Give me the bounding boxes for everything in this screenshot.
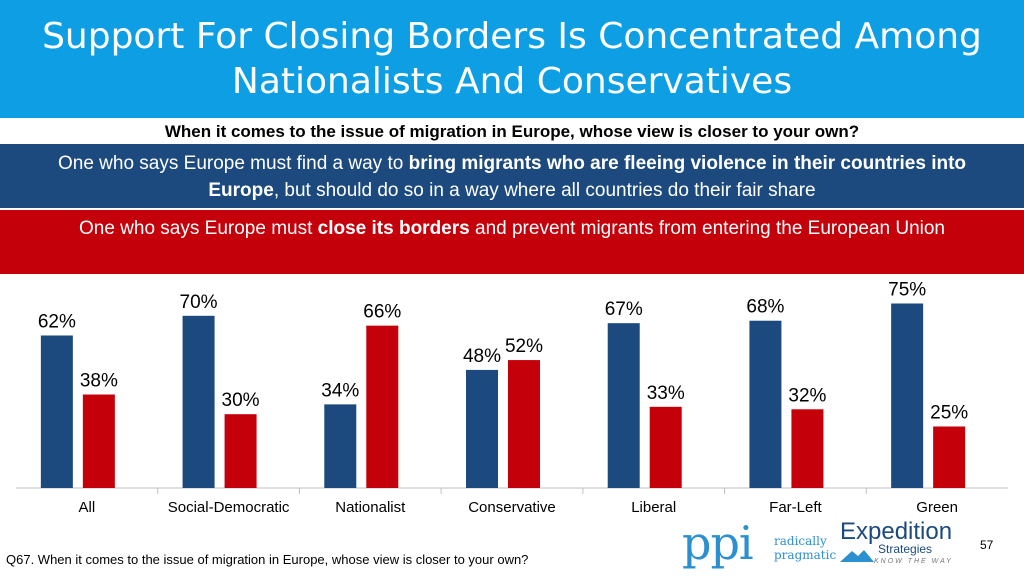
option-close-borders-post: and prevent migrants from entering the E…: [469, 218, 945, 239]
bar-close-borders-1: [224, 414, 257, 488]
option-close-borders-pre: One who says Europe must: [78, 218, 318, 239]
bar-close-borders-6: [933, 426, 966, 488]
bar-chart: 62% 38% All 70% 30% Social-Democratic 34% 66% Na…: [16, 280, 1008, 516]
data-label-bring-migrants-6: 75%: [888, 280, 926, 301]
expedition-strategies-logo: Expedition Strategies KNOW THE WAY: [838, 518, 978, 572]
x-tick-label-3: Conservative: [468, 499, 556, 516]
data-label-bring-migrants-0: 62%: [38, 311, 76, 332]
option-bring-migrants-pre: One who says Europe must find a way to: [57, 153, 409, 174]
expedition-logo-name: Expedition: [840, 518, 953, 545]
ppi-logo: ppi radically pragmatic: [682, 516, 836, 572]
x-tick-label-6: Green: [916, 499, 958, 516]
bar-close-borders-3: [508, 360, 540, 488]
x-tick-label-1: Social-Democratic: [168, 499, 290, 516]
data-label-close-borders-6: 25%: [930, 403, 968, 424]
footnote: Q67. When it comes to the issue of migra…: [6, 552, 529, 567]
title-line-2: Nationalists And Conservatives: [231, 61, 793, 102]
expedition-logo-sub: Strategies: [878, 542, 933, 556]
data-label-bring-migrants-1: 70%: [180, 292, 218, 313]
option-bring-migrants: One who says Europe must find a way to b…: [0, 144, 1024, 208]
bar-bring-migrants-3: [466, 369, 498, 488]
title-bar: Support For Closing Borders Is Concentra…: [0, 0, 1024, 118]
expedition-logo-tagline: KNOW THE WAY: [874, 558, 953, 565]
data-label-close-borders-2: 66%: [363, 302, 401, 323]
x-tick-label-4: Liberal: [631, 499, 676, 516]
ppi-tagline-2: pragmatic: [774, 548, 837, 562]
option-close-borders-bold: close its borders: [317, 218, 470, 239]
option-close-borders: One who says Europe must close its borde…: [0, 210, 1024, 274]
ppi-tagline-1: radically: [774, 534, 827, 548]
x-tick-label-2: Nationalist: [335, 499, 406, 516]
x-tick-label-5: Far-Left: [769, 499, 822, 516]
data-label-bring-migrants-5: 68%: [746, 297, 784, 318]
data-label-close-borders-0: 38%: [80, 371, 118, 392]
option-bring-migrants-bold: bring migrants who are fleeing violence …: [208, 153, 967, 201]
data-label-close-borders-5: 32%: [788, 385, 826, 406]
bar-close-borders-5: [791, 409, 824, 488]
data-label-close-borders-4: 33%: [647, 383, 685, 404]
bar-close-borders-0: [82, 394, 115, 488]
x-tick-label-0: All: [79, 499, 96, 516]
data-label-bring-migrants-4: 67%: [605, 299, 643, 320]
option-bring-migrants-post: , but should do so in a way where all co…: [273, 180, 816, 201]
data-label-close-borders-1: 30%: [222, 390, 260, 411]
bar-close-borders-2: [366, 325, 399, 488]
title-line-1: Support For Closing Borders Is Concentra…: [42, 16, 982, 57]
page-title: Support For Closing Borders Is Concentra…: [0, 14, 1024, 104]
bar-bring-migrants-5: [749, 320, 782, 488]
data-label-bring-migrants-3: 48%: [463, 346, 501, 367]
bar-bring-migrants-0: [40, 335, 73, 488]
mountain-icon: [840, 550, 874, 562]
ppi-logo-letters: ppi: [682, 516, 754, 570]
bar-bring-migrants-4: [607, 323, 640, 488]
survey-question: When it comes to the issue of migration …: [164, 122, 860, 141]
bar-bring-migrants-6: [891, 303, 924, 488]
data-label-close-borders-3: 52%: [505, 336, 543, 357]
bar-close-borders-4: [649, 406, 682, 488]
page-number: 57: [980, 538, 994, 552]
bar-bring-migrants-1: [182, 315, 215, 488]
bar-bring-migrants-2: [324, 404, 357, 488]
data-label-bring-migrants-2: 34%: [321, 380, 359, 401]
